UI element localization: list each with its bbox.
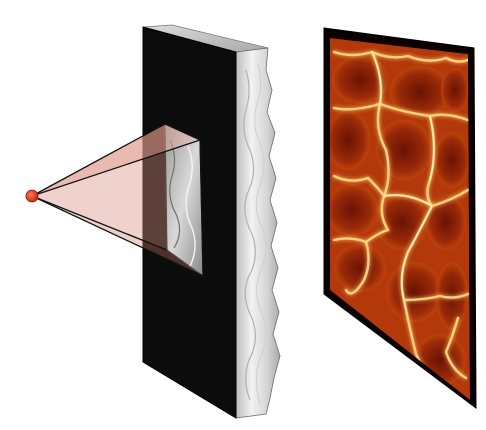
cone-face-top	[32, 124, 200, 196]
light-cone	[31, 123, 204, 277]
glass-slab	[142, 24, 281, 419]
point-light-source	[25, 189, 39, 203]
ray-2	[31, 139, 201, 197]
ray-1	[31, 123, 166, 197]
cone-face-left	[32, 124, 167, 250]
caustic-pattern	[330, 38, 470, 400]
slab-edge-texture	[243, 69, 256, 401]
ray-4	[31, 195, 168, 251]
slab-rough-edge	[235, 47, 281, 419]
ray-3	[31, 195, 204, 277]
caustic-screen	[323, 27, 477, 410]
